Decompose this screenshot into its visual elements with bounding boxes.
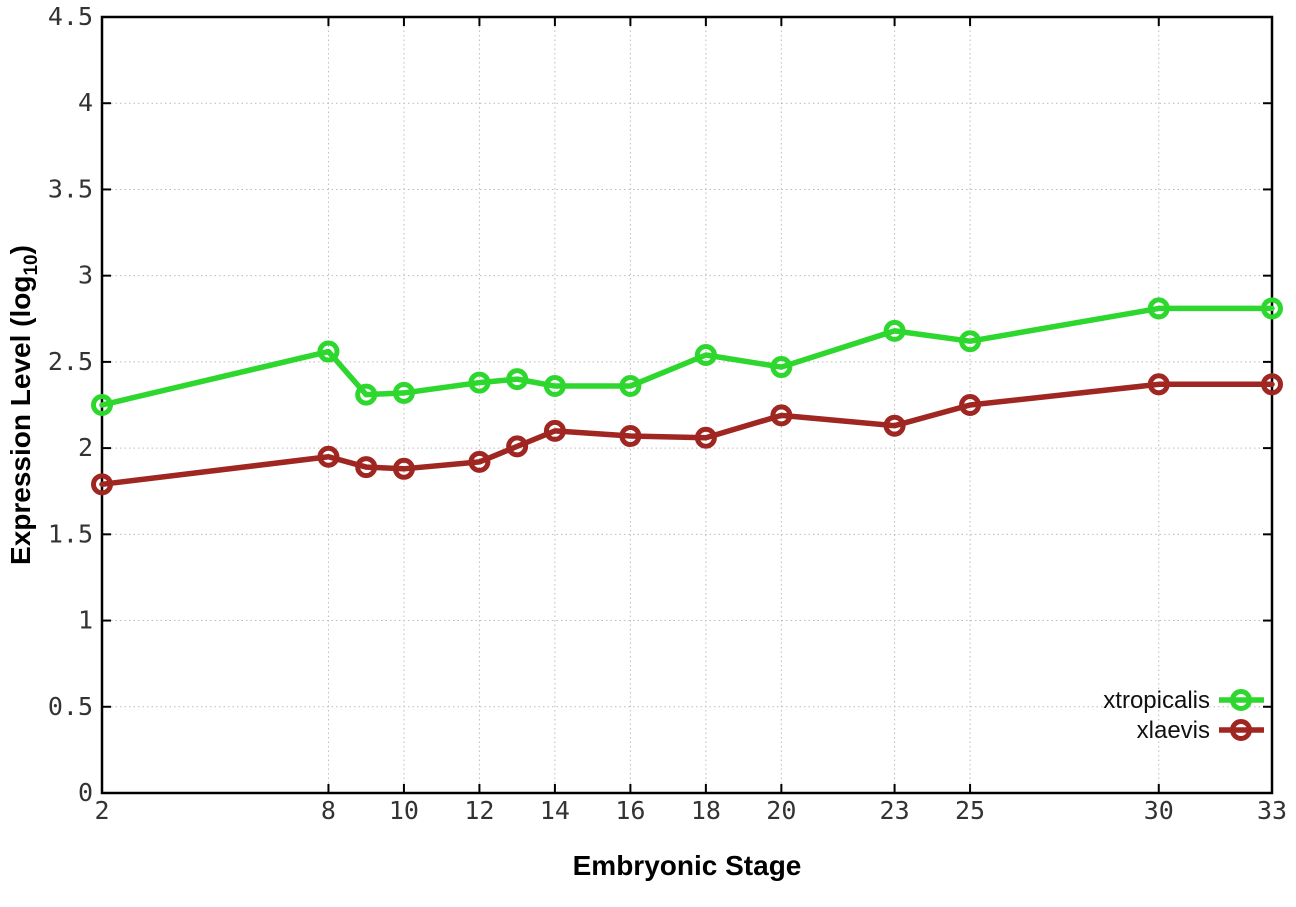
y-tick-label: 2.5 [48, 347, 93, 376]
data-point-marker [883, 414, 906, 437]
data-point-marker [506, 368, 529, 391]
data-point-marker [1147, 373, 1170, 396]
y-axis-label-close: ) [5, 245, 37, 255]
data-point-marker [883, 319, 906, 342]
data-point-marker [770, 356, 793, 379]
x-tick-label: 20 [766, 796, 796, 825]
data-point-marker [959, 330, 982, 353]
x-tick-label: 30 [1144, 796, 1174, 825]
data-point-marker [468, 450, 491, 473]
data-point-marker [355, 456, 378, 479]
data-point-marker [506, 435, 529, 458]
legend-label-xlaevis: xlaevis [1137, 717, 1210, 744]
data-point-marker [1147, 297, 1170, 320]
series-line-xlaevis [99, 381, 1275, 488]
data-point-marker [91, 394, 113, 416]
data-point-marker [959, 394, 982, 416]
data-point-marker [543, 375, 566, 398]
gridlines [101, 16, 1273, 794]
data-point-marker [1261, 297, 1283, 320]
x-tick-label: 14 [540, 796, 570, 825]
tick-labels: 2 8 10 12 14 16 18 20 23 25 30 33 0 0.5 1 1.5 2 2.5 3 3.5 4 4… [48, 2, 1287, 825]
x-tick-label: 10 [389, 796, 419, 825]
y-tick-label: 1 [78, 606, 93, 635]
y-tick-label: 4.5 [48, 2, 93, 31]
legend-marker [1230, 689, 1252, 711]
data-point-marker [619, 425, 642, 448]
data-point-marker [1261, 373, 1283, 396]
data-point-marker [91, 473, 113, 496]
y-tick-label: 3 [78, 261, 93, 290]
x-tick-label: 8 [321, 796, 336, 825]
data-point-marker [392, 381, 415, 404]
legend: xtropicalis xlaevis [1103, 687, 1264, 744]
y-tick-label: 2 [78, 433, 93, 462]
series-xtropicalis [91, 297, 1283, 416]
x-tick-label: 23 [880, 796, 910, 825]
series-xlaevis [91, 373, 1283, 496]
data-point-marker [694, 343, 717, 366]
x-tick-label: 12 [464, 796, 494, 825]
legend-label-xtropicalis: xtropicalis [1103, 687, 1210, 714]
x-tick-label: 18 [691, 796, 721, 825]
legend-entry-xlaevis: xlaevis [1137, 717, 1264, 744]
data-point-marker [317, 445, 340, 468]
x-tick-label: 25 [955, 796, 985, 825]
y-axis-label-text: Expression Level (log [5, 275, 37, 565]
x-tick-label: 16 [615, 796, 645, 825]
plot-border [100, 15, 1274, 795]
x-tick-label: 33 [1257, 796, 1287, 825]
y-tick-label: 1.5 [48, 519, 93, 548]
data-point-marker [619, 375, 642, 398]
tick-marks [101, 16, 1273, 794]
x-tick-label: 2 [94, 796, 109, 825]
data-point-marker [468, 371, 491, 394]
legend-marker [1230, 719, 1252, 741]
data-point-marker [355, 383, 378, 406]
data-point-marker [694, 426, 717, 449]
data-point-marker [317, 340, 340, 363]
data-point-marker [770, 404, 793, 427]
y-tick-label: 0.5 [48, 692, 93, 721]
legend-entry-xtropicalis: xtropicalis [1103, 687, 1264, 714]
y-axis-label-subscript: 10 [20, 254, 42, 276]
x-axis-label: Embryonic Stage [572, 850, 802, 881]
y-tick-label: 0 [78, 778, 93, 807]
data-point-marker [543, 419, 566, 442]
data-point-marker [392, 457, 415, 480]
y-tick-label: 4 [78, 88, 93, 117]
y-axis-label: Expression Level (log10) [5, 245, 43, 565]
y-tick-label: 3.5 [48, 174, 93, 203]
